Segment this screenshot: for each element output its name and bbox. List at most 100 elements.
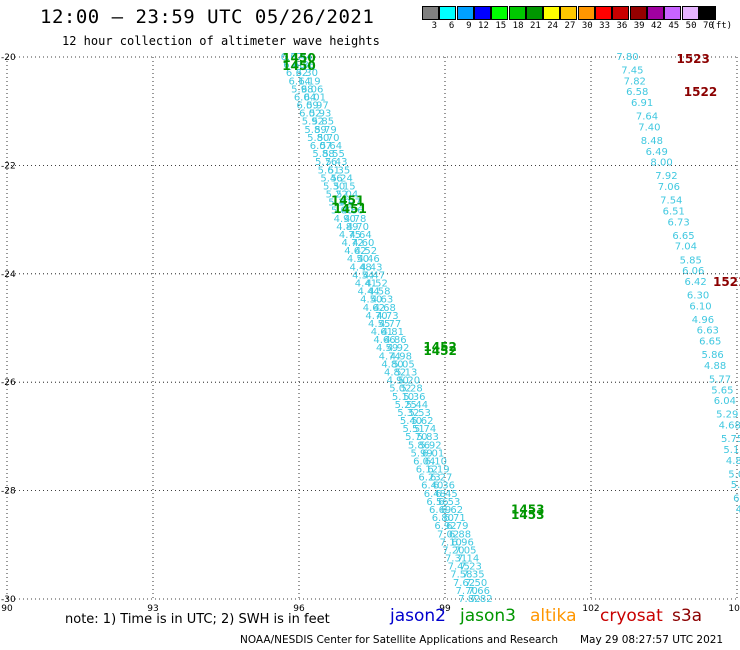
swh-value: 5.24 [331, 173, 353, 184]
swh-value: 4.46 [357, 254, 379, 265]
swh-value: 6.06 [301, 84, 323, 95]
swh-value: 5.70 [317, 133, 339, 144]
swh-value: 5.43 [325, 157, 347, 168]
swh-value: 6.91 [631, 98, 653, 109]
swh-value: 6.49 [646, 147, 668, 158]
swh-value: 4.50 [360, 295, 382, 306]
swh-value: 6.04 [294, 92, 316, 103]
swh-value: 6.00 [733, 494, 740, 505]
swh-value: 7.64 [636, 112, 658, 123]
swh-value: 6.88 [449, 529, 471, 540]
swh-value: 5.61 [318, 165, 340, 176]
y-tick-label: -22 [1, 161, 16, 171]
legend-swatch [577, 6, 595, 20]
swh-value: 6.12 [416, 465, 438, 476]
map-grid [6, 56, 738, 600]
swh-value: 5.59 [731, 480, 740, 491]
legend-label: 9 [466, 21, 472, 31]
legend-swatch [473, 6, 491, 20]
legend-swatch [646, 6, 664, 20]
swh-value: 6.06 [682, 266, 704, 277]
swh-value: 4.92 [387, 343, 409, 354]
satellite-legend-item: cryosat [600, 606, 663, 626]
swh-value: 5.19 [723, 445, 740, 456]
legend-swatch [681, 6, 699, 20]
legend-swatch [560, 6, 578, 20]
swh-value: 5.22 [326, 190, 348, 201]
swh-value: 5.51 [403, 424, 425, 435]
swh-value: 4.70 [347, 222, 369, 233]
swh-value: 7.31 [445, 554, 467, 565]
swh-value: 4.68 [719, 421, 740, 432]
swh-value: 5.89 [304, 125, 326, 136]
legend-swatch [543, 6, 561, 20]
swh-value: 7.20 [442, 545, 464, 556]
swh-value: 6.07 [310, 141, 332, 152]
swh-value: 4.73 [376, 311, 398, 322]
swh-value: 4.66 [373, 335, 395, 346]
pass-time-label: 1523 [676, 52, 709, 66]
swh-value: 6.01 [304, 92, 326, 103]
swh-value: 6.58 [626, 87, 648, 98]
swh-value: 5.75 [721, 434, 740, 445]
swh-value: 4.77 [379, 319, 401, 330]
swh-value: 7.82 [458, 594, 480, 605]
swh-value: 5.32 [397, 408, 419, 419]
swh-value: 7.58 [450, 570, 472, 581]
swh-value: 7.06 [658, 182, 680, 193]
y-tick-label: -24 [1, 270, 16, 280]
swh-value: 5.65 [711, 385, 733, 396]
x-tick-label: 90 [1, 604, 13, 614]
swh-value: 6.38 [293, 60, 315, 71]
legend-swatch [664, 6, 682, 20]
swh-value: 5.30 [323, 181, 345, 192]
swh-value: 4.63 [371, 295, 393, 306]
swh-value: 4.54 [352, 270, 374, 281]
swh-value: 4.61 [371, 327, 393, 338]
swh-value: 5.10 [392, 392, 414, 403]
page-subtitle: 12 hour collection of altimeter wave hei… [62, 34, 380, 48]
swh-value: 6.65 [672, 231, 694, 242]
swh-value: 7.54 [660, 196, 682, 207]
swh-value: 5.85 [312, 117, 334, 128]
swh-value: 4.72 [342, 238, 364, 249]
swh-value: 6.96 [452, 537, 474, 548]
y-tick-label: -28 [1, 487, 16, 497]
swh-value: 4.58 [368, 287, 390, 298]
swh-value: 4.52 [355, 246, 377, 257]
swh-value: 5.04 [336, 190, 358, 201]
credit-line: NOAA/NESDIS Center for Satellite Applica… [240, 634, 558, 646]
swh-value: 7.14 [457, 554, 479, 565]
legend-label: 21 [529, 21, 541, 31]
swh-value: 7.50 [465, 578, 487, 589]
swh-value: 5.88 [312, 149, 334, 160]
swh-value: 7.05 [454, 545, 476, 556]
swh-value: 4.64 [349, 230, 371, 241]
swh-value: 6.62 [441, 505, 463, 516]
swh-value: 4.89 [726, 456, 740, 467]
swh-value: 5.74 [414, 424, 436, 435]
swh-value: 4.78 [344, 214, 366, 225]
satellite-legend-item: altika [530, 606, 577, 626]
pass-time-label: 1451 [331, 194, 364, 208]
pass-time-label: 1452 [423, 344, 456, 358]
legend-label: 3 [431, 21, 437, 31]
swh-value: 5.44 [406, 400, 428, 411]
swh-value: 6.04 [413, 456, 435, 467]
swh-value: 4.48 [349, 262, 371, 273]
swh-value: 6.44 [290, 52, 312, 63]
page-title: 12:00 – 23:59 UTC 05/26/2021 [40, 6, 375, 28]
swh-value: 5.40 [400, 416, 422, 427]
swh-value: 6.30 [296, 68, 318, 79]
swh-value: 5.85 [680, 255, 702, 266]
legend-label: 27 [564, 21, 576, 31]
swh-value: 5.76 [315, 157, 337, 168]
x-tick-label: 102 [582, 604, 599, 614]
swh-value: 4.62 [344, 246, 366, 257]
satellite-legend-item: jason2 [390, 606, 446, 626]
swh-value: 7.70 [456, 586, 478, 597]
swh-value: 4.90 [387, 376, 409, 387]
legend-label: 42 [651, 21, 662, 31]
x-tick-label: 96 [293, 604, 305, 614]
